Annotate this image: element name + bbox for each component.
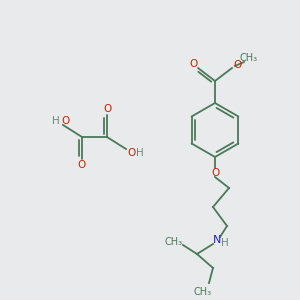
Text: O: O: [78, 160, 86, 170]
Text: O: O: [103, 104, 111, 114]
Text: CH₃: CH₃: [165, 237, 183, 247]
Text: H: H: [52, 116, 60, 126]
Text: O: O: [233, 60, 241, 70]
Text: O: O: [127, 148, 135, 158]
Text: O: O: [61, 116, 69, 126]
Text: H: H: [136, 148, 144, 158]
Text: N: N: [213, 235, 221, 245]
Text: H: H: [221, 238, 229, 248]
Text: CH₃: CH₃: [194, 287, 212, 297]
Text: CH₃: CH₃: [240, 53, 258, 63]
Text: O: O: [189, 59, 197, 69]
Text: O: O: [211, 168, 219, 178]
